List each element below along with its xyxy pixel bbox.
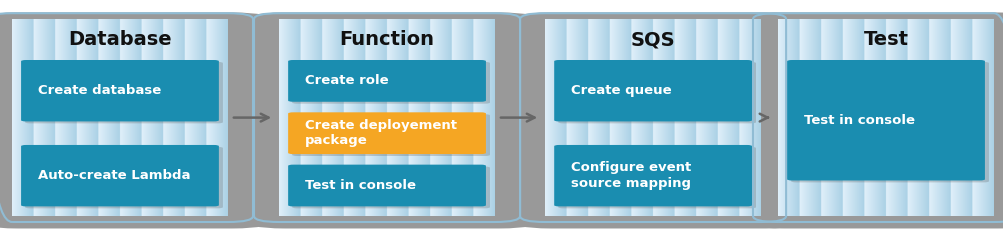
FancyBboxPatch shape xyxy=(292,167,489,208)
Text: Configure event
source mapping: Configure event source mapping xyxy=(571,162,691,190)
FancyBboxPatch shape xyxy=(742,12,1003,228)
FancyBboxPatch shape xyxy=(790,62,988,182)
FancyBboxPatch shape xyxy=(25,62,223,123)
FancyBboxPatch shape xyxy=(292,114,489,156)
FancyBboxPatch shape xyxy=(786,60,984,180)
FancyBboxPatch shape xyxy=(0,12,273,228)
FancyBboxPatch shape xyxy=(292,62,489,104)
Text: Test in console: Test in console xyxy=(305,179,416,192)
Text: SQS: SQS xyxy=(630,30,675,49)
Text: Function: Function xyxy=(339,30,434,49)
Text: Test in console: Test in console xyxy=(803,114,915,127)
FancyBboxPatch shape xyxy=(510,12,805,228)
FancyBboxPatch shape xyxy=(288,165,485,206)
Text: Test: Test xyxy=(863,30,908,49)
FancyBboxPatch shape xyxy=(554,145,751,206)
FancyBboxPatch shape xyxy=(288,112,485,154)
Text: Create database: Create database xyxy=(38,84,161,97)
FancyBboxPatch shape xyxy=(21,60,219,121)
FancyBboxPatch shape xyxy=(244,12,540,228)
FancyBboxPatch shape xyxy=(288,60,485,102)
FancyBboxPatch shape xyxy=(558,62,755,123)
Text: Database: Database xyxy=(68,30,172,49)
Text: Create role: Create role xyxy=(305,74,388,87)
Text: Create queue: Create queue xyxy=(571,84,671,97)
FancyBboxPatch shape xyxy=(554,60,751,121)
FancyBboxPatch shape xyxy=(25,147,223,208)
FancyBboxPatch shape xyxy=(21,145,219,206)
Text: Auto-create Lambda: Auto-create Lambda xyxy=(38,169,191,182)
FancyBboxPatch shape xyxy=(558,147,755,208)
Text: Create deployement
package: Create deployement package xyxy=(305,119,456,147)
